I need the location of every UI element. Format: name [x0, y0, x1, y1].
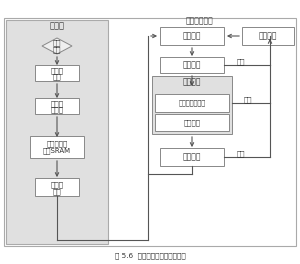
- Text: 初始化: 初始化: [50, 21, 64, 31]
- FancyBboxPatch shape: [160, 57, 224, 73]
- Text: 机配置: 机配置: [50, 107, 64, 113]
- FancyBboxPatch shape: [30, 136, 84, 158]
- FancyBboxPatch shape: [155, 114, 229, 131]
- Text: 星敏感器模式: 星敏感器模式: [186, 16, 214, 26]
- FancyBboxPatch shape: [4, 18, 296, 246]
- Text: 星图处理: 星图处理: [183, 60, 201, 69]
- Text: 进入状: 进入状: [50, 182, 64, 188]
- Text: 进入: 进入: [53, 40, 61, 46]
- Text: 模式匹配: 模式匹配: [183, 78, 201, 87]
- Text: 异常: 异常: [237, 151, 245, 157]
- FancyBboxPatch shape: [160, 148, 224, 166]
- Text: 改变状: 改变状: [50, 68, 64, 74]
- FancyBboxPatch shape: [160, 27, 224, 45]
- FancyBboxPatch shape: [35, 98, 79, 114]
- Text: 异常: 异常: [244, 97, 252, 103]
- Text: 模式: 模式: [53, 47, 61, 53]
- Text: 态机: 态机: [52, 189, 62, 195]
- FancyBboxPatch shape: [35, 178, 79, 196]
- FancyBboxPatch shape: [242, 27, 294, 45]
- Text: 异常: 异常: [237, 59, 245, 65]
- Text: 错误处理: 错误处理: [259, 31, 277, 40]
- FancyBboxPatch shape: [6, 20, 108, 244]
- FancyBboxPatch shape: [155, 94, 229, 112]
- Text: 图 5.6  星敏感器模式设计流程图: 图 5.6 星敏感器模式设计流程图: [115, 253, 185, 259]
- Text: 更改相: 更改相: [50, 101, 64, 107]
- FancyBboxPatch shape: [152, 76, 232, 134]
- Text: 态机: 态机: [52, 74, 62, 80]
- Text: 全天区识别匹配: 全天区识别匹配: [178, 100, 206, 106]
- Text: 跟踪匹配: 跟踪匹配: [184, 119, 200, 126]
- Text: 清空内存与: 清空内存与: [46, 141, 68, 147]
- Text: 片外SRAM: 片外SRAM: [43, 148, 71, 154]
- Text: 姿态解算: 姿态解算: [183, 153, 201, 162]
- Text: 拍摄星图: 拍摄星图: [183, 31, 201, 40]
- Polygon shape: [42, 38, 72, 54]
- FancyBboxPatch shape: [35, 65, 79, 81]
